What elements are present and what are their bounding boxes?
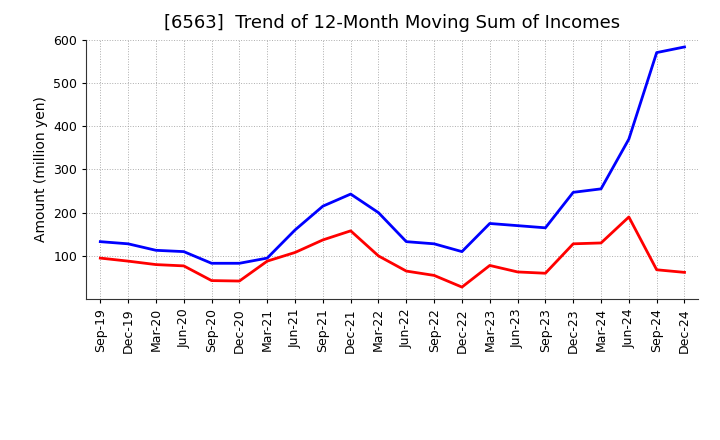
Ordinary Income <box>346 191 355 197</box>
Net Income <box>680 270 689 275</box>
Net Income <box>541 271 550 276</box>
Ordinary Income <box>485 221 494 226</box>
Net Income <box>207 278 216 283</box>
Net Income <box>597 240 606 246</box>
Net Income <box>485 263 494 268</box>
Ordinary Income <box>458 249 467 254</box>
Net Income <box>374 253 383 259</box>
Net Income <box>179 263 188 268</box>
Ordinary Income <box>597 186 606 191</box>
Line: Ordinary Income: Ordinary Income <box>100 47 685 263</box>
Net Income <box>402 268 410 274</box>
Title: [6563]  Trend of 12-Month Moving Sum of Incomes: [6563] Trend of 12-Month Moving Sum of I… <box>164 15 621 33</box>
Ordinary Income <box>624 136 633 142</box>
Ordinary Income <box>235 260 243 266</box>
Ordinary Income <box>569 190 577 195</box>
Ordinary Income <box>96 239 104 244</box>
Net Income <box>263 258 271 264</box>
Y-axis label: Amount (million yen): Amount (million yen) <box>34 96 48 242</box>
Ordinary Income <box>179 249 188 254</box>
Net Income <box>318 237 327 242</box>
Net Income <box>569 241 577 246</box>
Net Income <box>96 256 104 261</box>
Ordinary Income <box>513 223 522 228</box>
Ordinary Income <box>318 204 327 209</box>
Ordinary Income <box>541 225 550 231</box>
Net Income <box>430 273 438 278</box>
Ordinary Income <box>652 50 661 55</box>
Net Income <box>124 258 132 264</box>
Net Income <box>624 214 633 220</box>
Net Income <box>152 262 161 267</box>
Ordinary Income <box>680 44 689 50</box>
Ordinary Income <box>124 241 132 246</box>
Ordinary Income <box>374 210 383 215</box>
Ordinary Income <box>207 260 216 266</box>
Ordinary Income <box>291 227 300 233</box>
Net Income <box>458 284 467 290</box>
Net Income <box>346 228 355 234</box>
Ordinary Income <box>402 239 410 244</box>
Ordinary Income <box>430 241 438 246</box>
Net Income <box>513 269 522 275</box>
Net Income <box>652 267 661 272</box>
Ordinary Income <box>263 256 271 261</box>
Line: Net Income: Net Income <box>100 217 685 287</box>
Net Income <box>235 279 243 284</box>
Ordinary Income <box>152 248 161 253</box>
Net Income <box>291 250 300 255</box>
